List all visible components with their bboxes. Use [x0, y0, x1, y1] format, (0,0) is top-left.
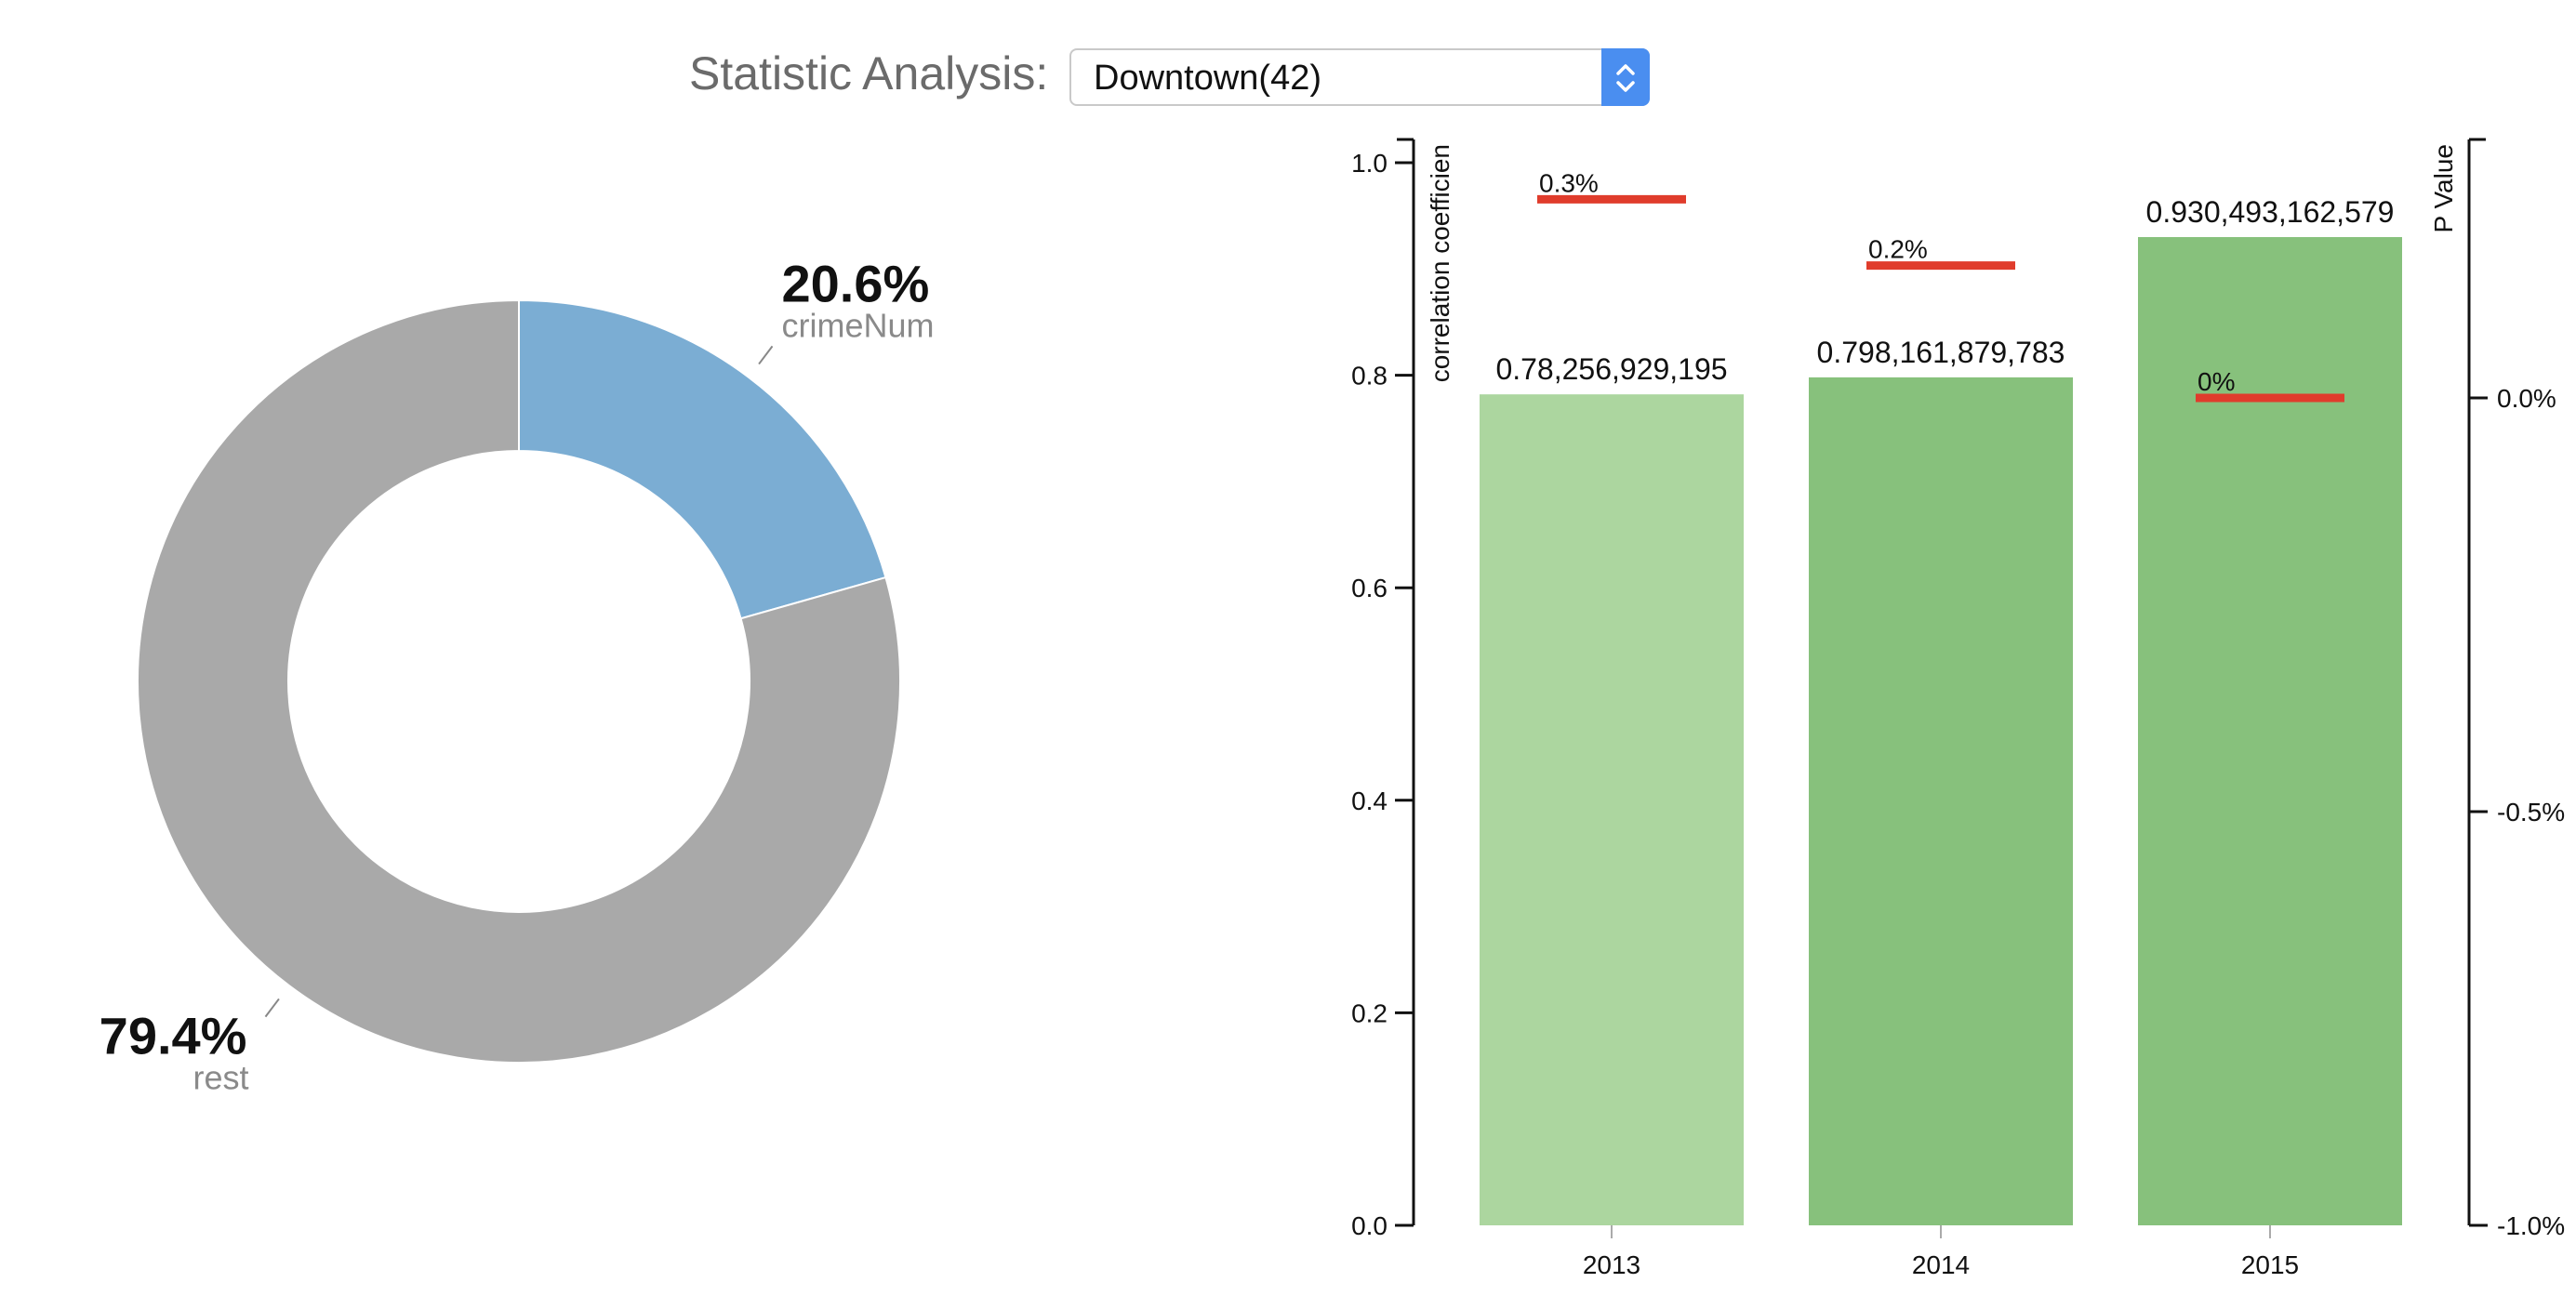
analysis-header: Statistic Analysis: Downtown(42) [0, 0, 2576, 139]
bar-chart: 0.0 0.2 0.4 0.6 0.8 1.0 correlation coefficien… [1351, 138, 2565, 1279]
pie-leader-line [758, 345, 774, 365]
left-axis-tick-label: 1.0 [1351, 149, 1388, 178]
region-select[interactable]: Downtown(42) [1069, 48, 1650, 106]
x-axis-tick-label: 2015 [2241, 1250, 2299, 1279]
pie-percent-label: 20.6% [782, 254, 930, 312]
donut-chart: 20.6%crimeNum 79.4%rest [100, 254, 935, 1096]
bar-2013[interactable] [1480, 394, 1744, 1225]
bar-2015[interactable] [2138, 237, 2402, 1225]
updown-chevron-icon[interactable] [1601, 48, 1650, 106]
right-axis-tick-label: -1.0% [2497, 1211, 2565, 1240]
left-axis-tick-label: 0.2 [1351, 998, 1388, 1027]
pie-percent-label: 79.4% [100, 1007, 247, 1065]
bar-2014[interactable] [1809, 377, 2073, 1225]
pvalue-label: 0.2% [1868, 235, 1928, 264]
right-axis-tick-label: -0.5% [2497, 798, 2565, 827]
bar-value-label: 0.930,493,162,579 [2146, 195, 2395, 229]
pie-slice-name: rest [193, 1059, 248, 1097]
x-axis-tick-label: 2013 [1583, 1250, 1640, 1279]
region-select-value: Downtown(42) [1094, 59, 1321, 98]
x-axis-tick-label: 2014 [1912, 1250, 1970, 1279]
left-axis-tick-label: 0.8 [1351, 362, 1388, 390]
pie-slice-rest[interactable] [137, 298, 901, 1064]
left-axis-tick-label: 0.4 [1351, 787, 1388, 815]
left-axis-tick-label: 0.0 [1351, 1211, 1388, 1240]
bar-value-label: 0.798,161,879,783 [1817, 336, 2065, 369]
pvalue-label: 0% [2198, 367, 2235, 396]
pie-slice-crimeNum[interactable] [518, 298, 887, 620]
pie-slice-name: crimeNum [782, 306, 935, 344]
pie-leader-line [264, 998, 280, 1018]
statistic-analysis-label: Statistic Analysis: [689, 47, 1049, 99]
pvalue-label: 0.3% [1539, 168, 1599, 197]
left-axis-tick-label: 0.6 [1351, 574, 1388, 602]
right-axis-title: P Value [2429, 144, 2458, 232]
left-axis-title: correlation coefficien [1426, 144, 1454, 382]
right-axis-tick-label: 0.0% [2497, 384, 2556, 413]
bar-value-label: 0.78,256,929,195 [1495, 352, 1727, 386]
